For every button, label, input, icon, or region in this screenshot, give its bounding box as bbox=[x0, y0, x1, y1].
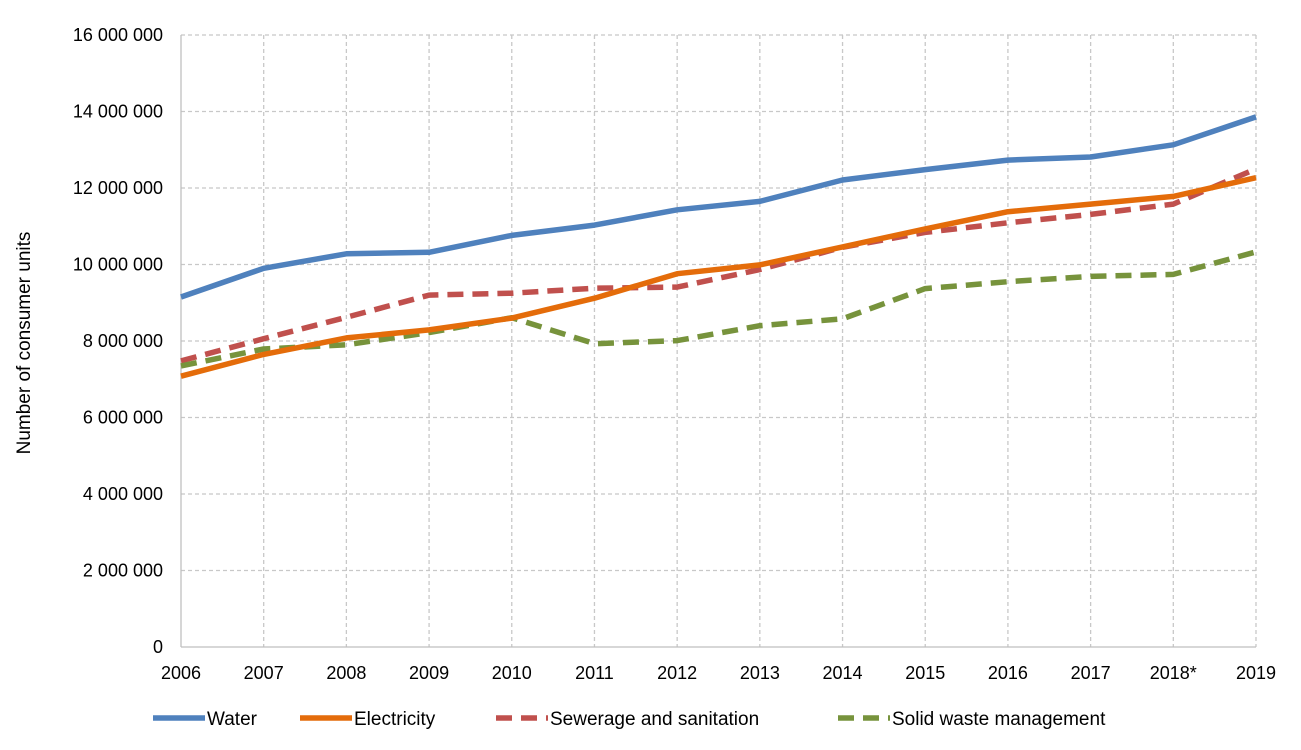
x-tick-label: 2009 bbox=[409, 663, 449, 683]
x-tick-label: 2016 bbox=[988, 663, 1028, 683]
y-tick-label: 12 000 000 bbox=[73, 178, 163, 198]
x-tick-label: 2008 bbox=[326, 663, 366, 683]
x-tick-label: 2011 bbox=[575, 663, 614, 683]
x-tick-label: 2017 bbox=[1071, 663, 1111, 683]
legend-label: Solid waste management bbox=[892, 709, 1106, 730]
y-tick-label: 0 bbox=[153, 637, 163, 657]
x-tick-label: 2018* bbox=[1150, 663, 1197, 683]
legend-item-electricity: Electricity bbox=[300, 709, 436, 730]
legend-item-sewerage-and-sanitation: Sewerage and sanitation bbox=[496, 709, 759, 730]
x-tick-label: 2019 bbox=[1236, 663, 1276, 683]
series-lines bbox=[180, 114, 1258, 379]
series-line-solid-waste-management bbox=[180, 249, 1257, 369]
gridlines bbox=[181, 34, 1257, 647]
series-line-electricity bbox=[180, 175, 1257, 379]
series-line-water bbox=[180, 114, 1257, 300]
y-axis-title: Number of consumer units bbox=[14, 232, 35, 455]
y-tick-label: 14 000 000 bbox=[73, 102, 163, 122]
x-tick-label: 2015 bbox=[905, 663, 945, 683]
legend-item-water: Water bbox=[153, 709, 258, 730]
x-tick-label: 2012 bbox=[657, 663, 697, 683]
y-tick-label: 10 000 000 bbox=[73, 255, 163, 275]
x-tick-label: 2013 bbox=[740, 663, 780, 683]
x-tick-label: 2006 bbox=[161, 663, 201, 683]
y-tick-label: 16 000 000 bbox=[73, 25, 163, 45]
legend-label: Water bbox=[207, 709, 258, 730]
legend-item-solid-waste-management: Solid waste management bbox=[838, 709, 1106, 730]
y-tick-label: 8 000 000 bbox=[83, 331, 163, 351]
axes bbox=[180, 35, 1256, 648]
y-tick-labels: 0 2 000 000 4 000 000 6 000 000 8 000 000 10 … bbox=[73, 25, 163, 657]
x-tick-label: 2010 bbox=[492, 663, 532, 683]
x-tick-label: 2014 bbox=[823, 663, 863, 683]
series-line-sewerage-and-sanitation bbox=[180, 166, 1258, 364]
y-tick-label: 2 000 000 bbox=[83, 561, 163, 581]
legend-label: Electricity bbox=[354, 709, 436, 730]
legend-label: Sewerage and sanitation bbox=[550, 709, 759, 730]
legend: Water Electricity Sewerage and sanitation S… bbox=[153, 709, 1106, 730]
y-tick-label: 4 000 000 bbox=[83, 484, 163, 504]
x-tick-labels: 2006 2007 2008 2009 2010 2011 2012 2013 2014 2015… bbox=[161, 663, 1276, 683]
x-tick-label: 2007 bbox=[244, 663, 284, 683]
y-tick-label: 6 000 000 bbox=[83, 408, 163, 428]
